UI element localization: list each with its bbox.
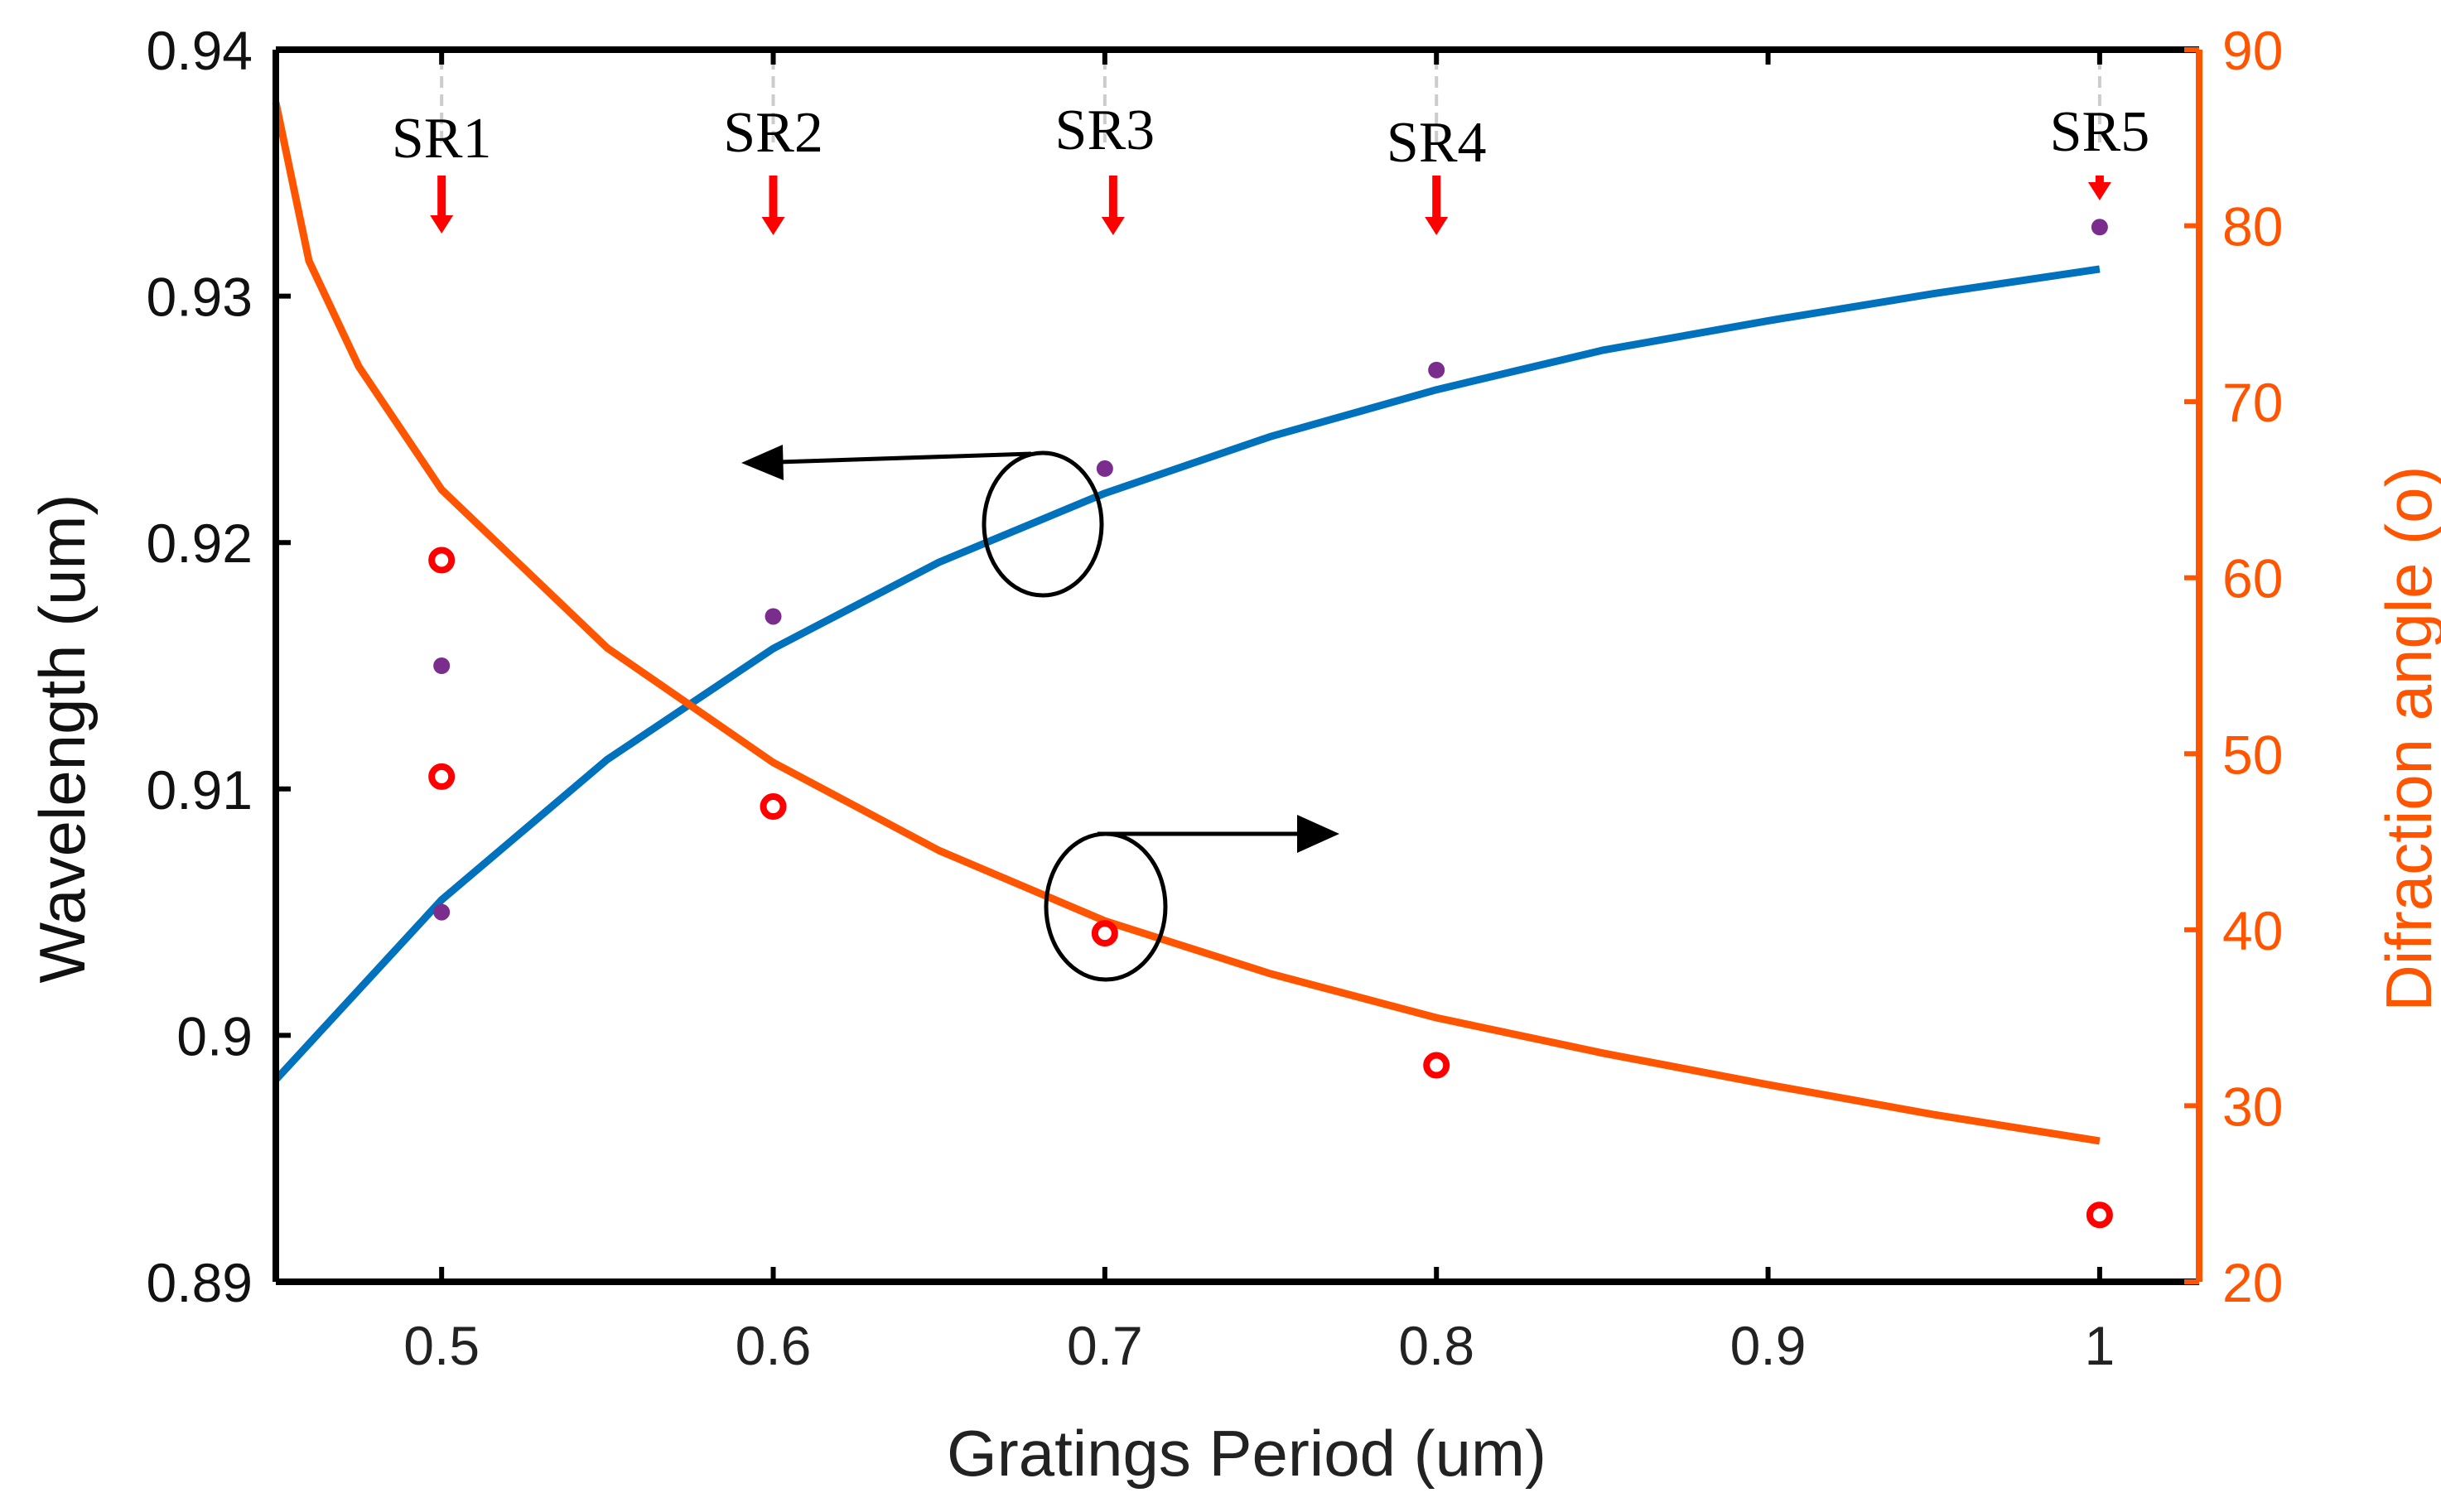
y-left-tick-label: 0.94 (147, 20, 253, 81)
labels-layer: Gratings Period (um) Wavelength (um) Dif… (26, 20, 2441, 1490)
sr-arrow-head (761, 217, 785, 235)
sr-guide-lines (440, 58, 2101, 149)
x-tick-label: 0.5 (403, 1315, 480, 1376)
data-point (433, 903, 451, 921)
y-left-axis-title: Wavelength (um) (26, 494, 99, 984)
y-left-tick-label: 0.89 (147, 1252, 253, 1313)
annotation-layer: SR1 SR2 SR3 SR4 SR5 (392, 99, 2150, 982)
data-point (1423, 1052, 1450, 1079)
data-point (433, 657, 451, 674)
x-tick-label: 0.9 (1730, 1315, 1807, 1376)
y-right-tick-label: 50 (2222, 724, 2283, 785)
sr-label: SR1 (392, 107, 492, 171)
sr-label: SR3 (1055, 99, 1155, 162)
sr-arrow-head (430, 215, 454, 234)
left-axis-pointer-line (778, 451, 1032, 465)
data-point (428, 763, 456, 790)
axes-layer (273, 46, 2202, 1285)
data-point (1096, 460, 1113, 477)
data-point (1091, 920, 1118, 947)
sr-arrow-head (2087, 182, 2111, 200)
x-tick-label: 0.6 (736, 1315, 812, 1376)
x-tick-label: 0.8 (1398, 1315, 1474, 1376)
x-tick-label: 1 (2085, 1315, 2115, 1376)
y-left-tick-label: 0.93 (147, 267, 253, 328)
data-point (765, 608, 782, 625)
right-axis-pointer-head (1297, 815, 1339, 853)
left-axis-pointer-ellipse (982, 450, 1104, 598)
y-left-tick-label: 0.9 (176, 1005, 253, 1067)
series-line (272, 101, 2101, 1145)
sr-label: SR4 (1387, 111, 1487, 175)
y-right-tick-label: 70 (2222, 372, 2283, 433)
sr-label: SR2 (723, 101, 823, 165)
data-point (2091, 219, 2108, 236)
sr-arrow-head (1101, 217, 1125, 235)
data-point (760, 793, 787, 821)
y-left-tick-label: 0.92 (147, 513, 253, 574)
y-right-tick-label: 60 (2222, 548, 2283, 609)
y-right-tick-label: 80 (2222, 196, 2283, 258)
left-axis-pointer-head (741, 445, 784, 480)
series-line (273, 265, 2101, 1083)
y-right-tick-label: 30 (2222, 1076, 2283, 1137)
data-point (2086, 1201, 2113, 1229)
y-left-tick-label: 0.91 (147, 759, 253, 821)
y-right-tick-label: 90 (2222, 20, 2283, 81)
y-right-axis-title: Difraction angle (o) (2372, 466, 2441, 1012)
y-right-tick-label: 40 (2222, 900, 2283, 961)
sr-label: SR5 (2050, 100, 2150, 164)
sr-arrow-head (1425, 217, 1449, 235)
x-tick-label: 0.7 (1067, 1315, 1143, 1376)
data-point (428, 547, 456, 574)
series-layer (272, 101, 2113, 1229)
data-point (1428, 361, 1445, 378)
x-axis-title: Gratings Period (um) (947, 1417, 1546, 1490)
y-right-tick-label: 20 (2222, 1252, 2283, 1313)
